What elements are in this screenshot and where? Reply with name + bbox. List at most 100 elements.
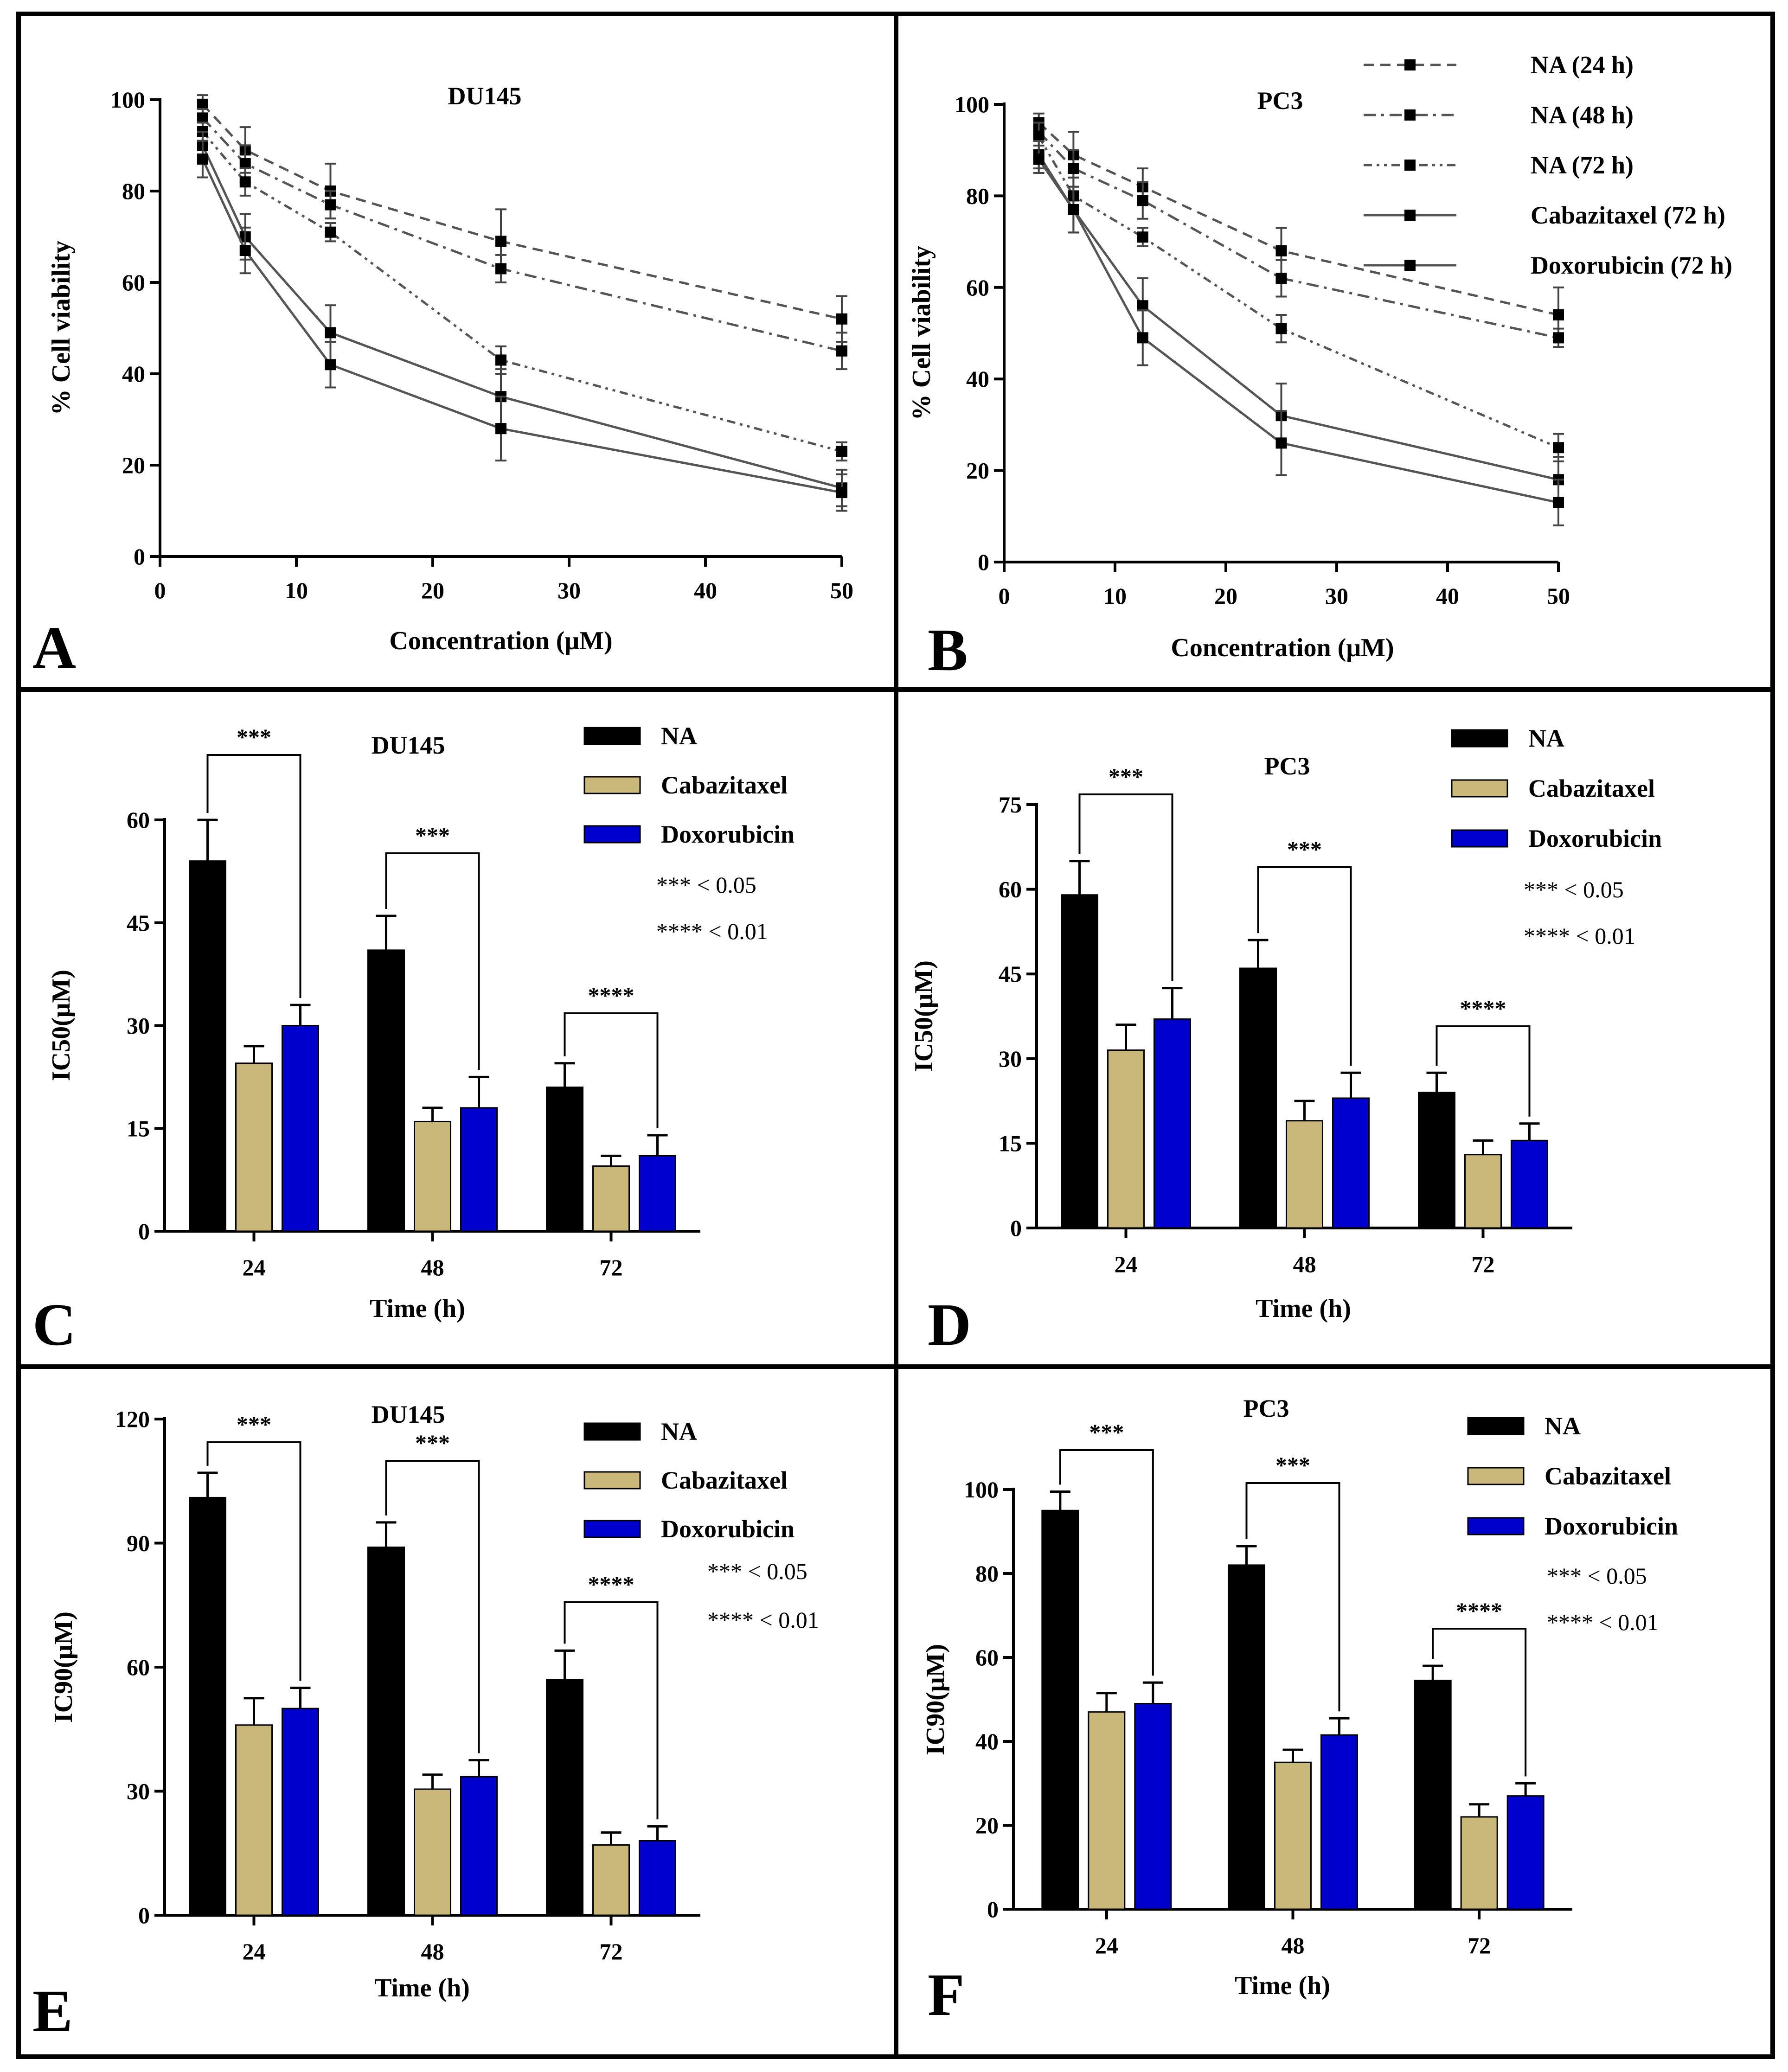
significance-label: *** bbox=[1275, 1452, 1310, 1478]
bar-doxorubicin bbox=[460, 1107, 498, 1232]
bar-cabazitaxel bbox=[1274, 1761, 1312, 1910]
significance-note: **** < 0.01 bbox=[1547, 1609, 1659, 1635]
panel-e-bar-chart: 0 30 60 90 120 Time (h) IC90(μM) DU145 E 24 *** 48 *… bbox=[32, 1401, 819, 2045]
x-axis-title: Time (h) bbox=[370, 1294, 465, 1323]
bar-cabazitaxel bbox=[592, 1165, 630, 1232]
bar-na bbox=[1239, 967, 1277, 1229]
bar-doxorubicin bbox=[282, 1025, 319, 1232]
data-point bbox=[495, 263, 506, 275]
y-tick-label: 0 bbox=[987, 1896, 999, 1922]
data-point bbox=[836, 487, 847, 499]
panel-label: C bbox=[32, 1292, 76, 1358]
bar-cabazitaxel bbox=[1286, 1120, 1323, 1229]
panel-a-line-chart: 0 20 40 60 80 100 0 10 20 30 40 50 Concentration (μM… bbox=[32, 82, 853, 681]
significance-note: *** < 0.05 bbox=[707, 1558, 807, 1584]
y-tick-label: 20 bbox=[122, 452, 145, 478]
legend-entry: Doxorubicin bbox=[661, 1515, 795, 1543]
series-line-4 bbox=[201, 158, 842, 494]
x-tick-label: 50 bbox=[830, 577, 853, 603]
data-point bbox=[495, 354, 506, 366]
y-axis-title: % Cell viability bbox=[907, 246, 936, 420]
legend-entry: Cabazitaxel bbox=[661, 1466, 788, 1494]
significance-bracket bbox=[385, 852, 480, 1070]
x-tick-label: 72 bbox=[600, 1938, 623, 1964]
data-point bbox=[1275, 323, 1287, 334]
legend-swatch bbox=[583, 776, 641, 794]
legend-entry: Cabazitaxel bbox=[1528, 774, 1655, 802]
legend-entry: NA (48 h) bbox=[1531, 101, 1634, 129]
x-tick-label: 30 bbox=[1325, 583, 1348, 609]
legend-swatch bbox=[583, 1422, 641, 1441]
significance-bracket bbox=[564, 1601, 659, 1820]
x-tick-label: 50 bbox=[1547, 583, 1570, 609]
x-tick-label: 24 bbox=[243, 1938, 266, 1964]
y-tick-label: 75 bbox=[999, 792, 1022, 818]
significance-label: *** bbox=[415, 822, 450, 848]
legend-marker bbox=[1404, 210, 1416, 221]
data-point bbox=[1553, 442, 1564, 454]
legend-swatch bbox=[583, 727, 641, 745]
bar-na bbox=[546, 1087, 583, 1232]
x-tick-label: 24 bbox=[1095, 1932, 1118, 1958]
series-line-1 bbox=[202, 117, 842, 352]
x-tick-label: 0 bbox=[154, 577, 166, 603]
y-tick-label: 40 bbox=[975, 1728, 999, 1754]
bar-doxorubicin bbox=[1511, 1139, 1548, 1229]
legend-marker bbox=[1404, 59, 1416, 70]
x-tick-label: 20 bbox=[1214, 583, 1237, 609]
bar-cabazitaxel bbox=[1460, 1816, 1498, 1910]
bar-na bbox=[546, 1679, 583, 1916]
data-point bbox=[1068, 204, 1079, 216]
x-tick-label: 48 bbox=[421, 1938, 444, 1964]
data-point bbox=[836, 446, 847, 457]
y-tick-label: 0 bbox=[978, 549, 989, 575]
series-line-3 bbox=[201, 145, 842, 489]
significance-bracket bbox=[1078, 793, 1173, 981]
legend-entry: NA bbox=[1544, 1412, 1581, 1440]
significance-label: *** bbox=[237, 1411, 271, 1437]
data-point bbox=[1553, 309, 1564, 321]
chart-title: PC3 bbox=[1257, 87, 1303, 115]
data-point bbox=[239, 176, 251, 188]
y-tick-label: 15 bbox=[127, 1115, 150, 1141]
legend-entry: Cabazitaxel bbox=[661, 771, 788, 799]
bar-na bbox=[1228, 1564, 1265, 1910]
x-tick-label: 72 bbox=[600, 1254, 623, 1280]
significance-bracket bbox=[1059, 1449, 1154, 1676]
bar-cabazitaxel bbox=[235, 1724, 273, 1916]
significance-label: *** bbox=[237, 724, 271, 750]
legend-swatch bbox=[1467, 1417, 1525, 1435]
y-tick-label: 45 bbox=[999, 961, 1022, 987]
data-point bbox=[325, 359, 336, 371]
y-tick-label: 0 bbox=[138, 1218, 150, 1244]
legend-entry: NA bbox=[1528, 724, 1564, 752]
y-axis-title: % Cell viability bbox=[47, 241, 76, 415]
chart-title: PC3 bbox=[1243, 1394, 1289, 1422]
x-axis-title: Concentration (μM) bbox=[389, 627, 612, 655]
series-line-4 bbox=[1038, 159, 1559, 504]
significance-note: *** < 0.05 bbox=[1524, 876, 1624, 902]
bar-doxorubicin bbox=[1332, 1097, 1370, 1229]
data-point bbox=[325, 226, 336, 238]
legend-swatch bbox=[1467, 1517, 1525, 1535]
bar-cabazitaxel bbox=[1464, 1154, 1502, 1229]
bar-doxorubicin bbox=[1154, 1018, 1191, 1229]
legend-marker bbox=[1404, 160, 1416, 171]
y-tick-label: 100 bbox=[110, 87, 145, 113]
x-tick-label: 40 bbox=[1436, 583, 1459, 609]
y-tick-label: 0 bbox=[1010, 1215, 1022, 1241]
x-tick-label: 48 bbox=[1282, 1932, 1305, 1958]
significance-bracket bbox=[385, 1460, 480, 1753]
significance-note: **** < 0.01 bbox=[1524, 923, 1635, 949]
legend-entry: Doxorubicin (72 h) bbox=[1531, 251, 1732, 279]
bar-na bbox=[367, 1546, 405, 1916]
significance-note: **** < 0.01 bbox=[707, 1607, 819, 1633]
significance-bracket bbox=[1432, 1628, 1527, 1777]
legend-entry: Cabazitaxel (72 h) bbox=[1531, 201, 1725, 229]
data-point bbox=[239, 245, 251, 256]
data-point bbox=[325, 327, 336, 339]
y-axis-title: IC50(μM) bbox=[910, 960, 938, 1072]
bar-na bbox=[367, 949, 405, 1232]
legend-marker bbox=[1404, 260, 1416, 271]
